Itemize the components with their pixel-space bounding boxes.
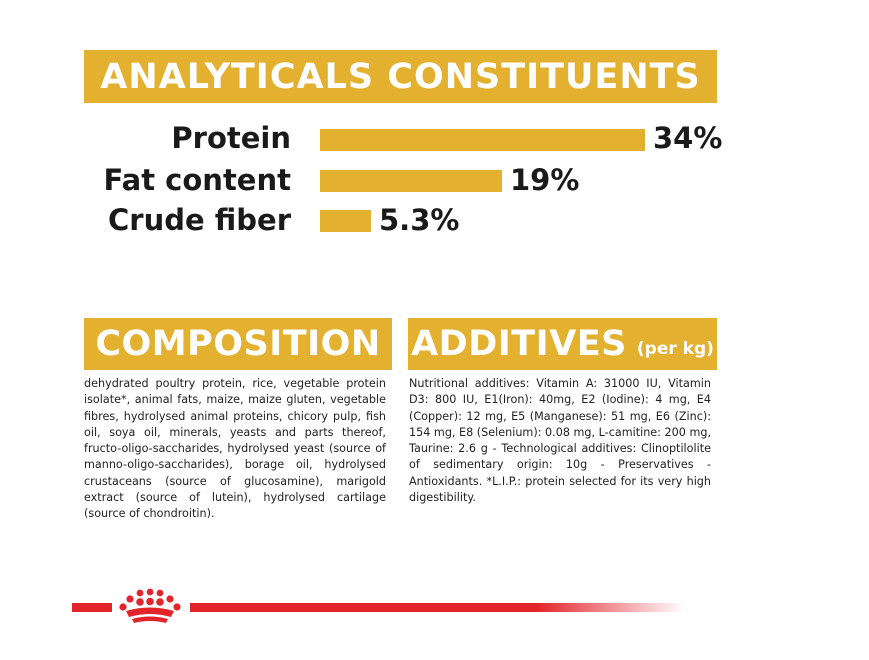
footer-brand-line-left: [72, 603, 112, 612]
analyticals-title-text: ANALYTICALS CONSTITUENTS: [100, 56, 701, 97]
additives-title: ADDITIVES (per kg): [408, 318, 717, 370]
footer-brand-line-right: [190, 603, 685, 612]
additives-text: Nutritional additives: Vitamin A: 31000 …: [409, 377, 711, 505]
crude-fiber-bar: [320, 210, 371, 232]
additives-title-suffix: (per kg): [636, 339, 714, 359]
fat-content-value: 19%: [510, 163, 580, 197]
composition-text: dehydrated poultry protein, rice, vegeta…: [84, 377, 386, 521]
composition-title: COMPOSITION: [84, 318, 392, 370]
protein-bar: [320, 129, 645, 151]
protein-value: 34%: [653, 121, 723, 155]
crude-fiber-label: Crude fiber: [108, 203, 291, 237]
protein-label: Protein: [171, 121, 291, 155]
fat-content-bar: [320, 170, 502, 192]
royal-canin-crown-icon: [119, 588, 181, 623]
crude-fiber-value: 5.3%: [379, 203, 460, 237]
additives-title-text: ADDITIVES: [411, 324, 627, 364]
fat-content-label: Fat content: [103, 163, 291, 197]
analyticals-title: ANALYTICALS CONSTITUENTS: [84, 50, 717, 103]
composition-title-text: COMPOSITION: [95, 324, 381, 364]
